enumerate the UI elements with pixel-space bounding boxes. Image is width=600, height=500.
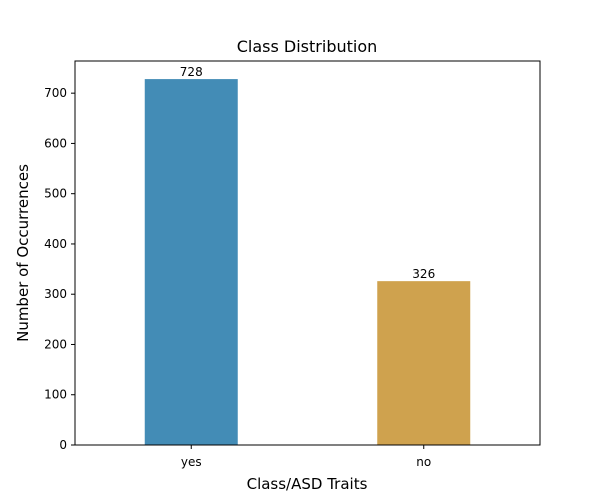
bar-yes [144, 79, 238, 445]
y-axis-ticks: 0 100 200 300 400 500 600 700 [44, 86, 75, 452]
x-tick-label-no: no [416, 455, 431, 469]
y-tick-label-100: 100 [44, 388, 67, 402]
y-tick-label-600: 600 [44, 136, 67, 150]
data-label-no: 326 [412, 267, 435, 281]
y-axis-label: Number of Occurrences [14, 164, 32, 342]
y-tick-label-500: 500 [44, 187, 67, 201]
data-labels-group: 728 326 [180, 65, 435, 281]
x-tick-label-yes: yes [181, 455, 202, 469]
x-axis-ticks: yes no [181, 445, 431, 469]
y-tick-label-300: 300 [44, 287, 67, 301]
y-tick-label-700: 700 [44, 86, 67, 100]
y-tick-label-200: 200 [44, 337, 67, 351]
bar-no [377, 281, 471, 445]
plot-area-frame [74, 60, 541, 446]
chart-title: Class Distribution [237, 37, 378, 56]
bars-group [144, 79, 471, 445]
y-tick-label-400: 400 [44, 237, 67, 251]
x-axis-label: Class/ASD Traits [247, 475, 368, 493]
data-label-yes: 728 [180, 65, 203, 79]
y-tick-label-0: 0 [59, 438, 67, 452]
